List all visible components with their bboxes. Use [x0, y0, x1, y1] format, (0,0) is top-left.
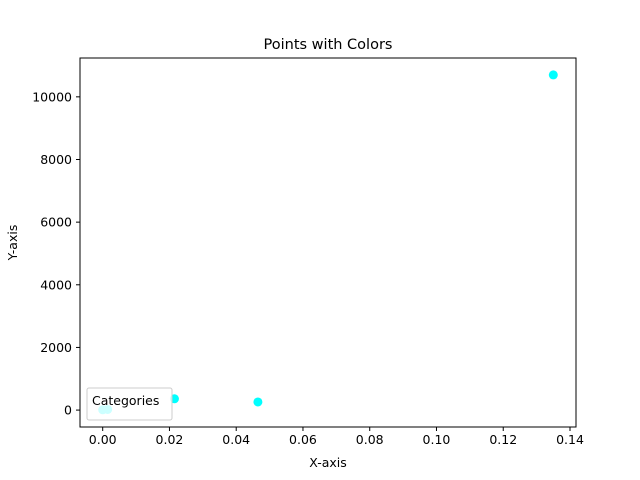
x-tick-label: 0.04	[222, 432, 250, 447]
x-tick-label: 0.12	[489, 432, 517, 447]
x-tick-label: 0.00	[89, 432, 117, 447]
x-tick-label: 0.14	[556, 432, 584, 447]
y-tick-label: 0	[64, 403, 72, 418]
y-tick-label: 6000	[40, 215, 72, 230]
legend-box	[86, 387, 173, 421]
x-axis-label: X-axis	[309, 455, 347, 470]
y-tick-label: 8000	[40, 152, 72, 167]
chart-title: Points with Colors	[264, 37, 393, 53]
y-tick-label: 2000	[40, 340, 72, 355]
x-tick-label: 0.08	[356, 432, 384, 447]
y-axis-ticks: 0 2000 4000 6000 8000 10000	[32, 89, 80, 418]
y-axis-label: Y-axis	[5, 225, 20, 262]
legend-title: Categories	[92, 393, 159, 408]
axes-frame	[79, 57, 577, 428]
data-point	[253, 397, 263, 407]
data-point	[548, 70, 558, 80]
x-tick-label: 0.02	[156, 432, 184, 447]
legend: Categories	[86, 387, 173, 421]
plot-area	[79, 57, 577, 428]
x-tick-label: 0.10	[423, 432, 451, 447]
x-tick-label: 0.06	[289, 432, 317, 447]
y-tick-label: 10000	[32, 89, 72, 104]
y-tick-label: 4000	[40, 277, 72, 292]
x-axis-ticks: 0.00 0.02 0.04 0.06 0.08 0.10 0.12 0.14	[89, 427, 584, 447]
